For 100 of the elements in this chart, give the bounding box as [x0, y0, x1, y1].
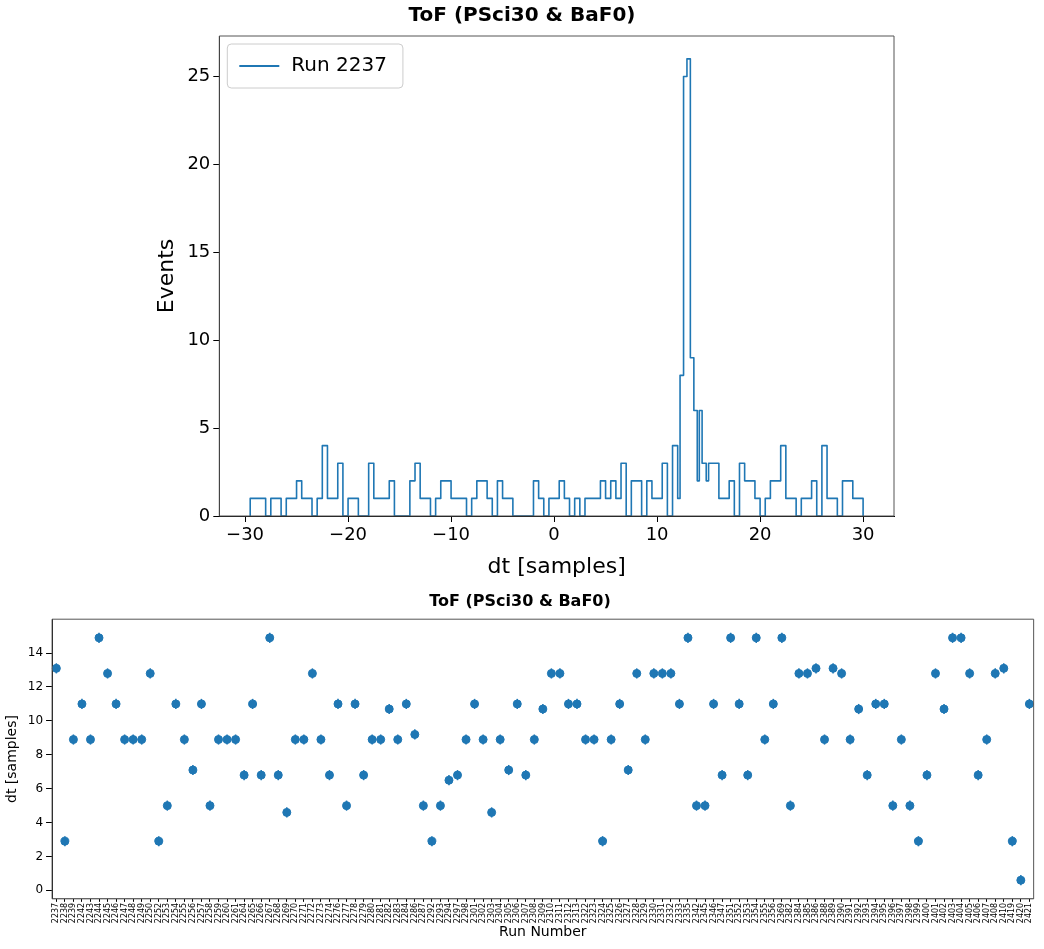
x-tick-label: 2396: [887, 902, 897, 924]
x-tick-label: −30: [226, 523, 265, 545]
y-axis-title: Events: [152, 238, 178, 314]
x-tick-label: 2272: [307, 902, 317, 924]
x-tick-label: 2330: [648, 902, 658, 924]
x-tick-label: 2307: [520, 902, 530, 924]
x-axis-title: Run Number: [499, 923, 587, 940]
x-tick-label: 2245: [102, 902, 112, 924]
x-tick-label: 2369: [776, 902, 786, 924]
x-tick-label: 2390: [836, 902, 846, 924]
x-tick-label: 2292: [426, 902, 436, 924]
x-tick-label: 2282: [384, 902, 394, 924]
y-tick-label: 0: [35, 882, 44, 897]
x-tick-label: 2255: [179, 902, 189, 924]
chart-title: ToF (PSci30 & BaF0): [408, 2, 636, 27]
y-tick-label: 25: [187, 64, 211, 86]
x-tick-label: 2405: [964, 902, 974, 924]
x-tick-label: 2274: [324, 902, 334, 924]
x-tick-label: 2303: [486, 902, 496, 924]
x-tick-label: 2312: [563, 902, 573, 924]
x-tick-label: 2388: [819, 902, 829, 924]
x-tick-label: 2325: [606, 902, 616, 924]
y-axis-title: dt [samples]: [3, 715, 20, 803]
x-tick-label: 2392: [853, 902, 863, 924]
x-tick-label: 20: [748, 523, 772, 545]
x-tick-label: 2342: [691, 902, 701, 924]
x-tick-label: 2351: [725, 902, 735, 924]
x-tick-label: 2311: [555, 902, 565, 924]
x-tick-label: 2253: [162, 902, 172, 924]
x-tick-label: 2397: [896, 902, 906, 924]
x-tick-label: 2385: [802, 902, 812, 924]
x-tick-label: 2259: [213, 902, 223, 924]
x-tick-label: 2410: [998, 902, 1008, 924]
x-tick-label: 2260: [222, 902, 232, 924]
x-tick-label: 2248: [128, 902, 138, 924]
x-tick-label: 2243: [85, 902, 95, 924]
x-tick-label: 2399: [913, 902, 923, 924]
y-tick-label: 2: [35, 848, 44, 863]
x-tick-label: 2389: [828, 902, 838, 924]
x-tick-label: 2277: [341, 902, 351, 924]
x-tick-label: 2273: [316, 902, 326, 924]
x-tick-label: 2306: [512, 902, 522, 924]
x-tick-label: 2327: [623, 902, 633, 924]
x-tick-label: 2268: [273, 902, 283, 924]
x-tick-label: 2276: [333, 902, 343, 924]
x-tick-label: 2261: [230, 902, 240, 924]
x-tick-label: 2309: [537, 902, 547, 924]
x-tick-label: 2283: [392, 902, 402, 924]
x-tick-label: 2267: [264, 902, 274, 924]
x-tick-label: 2391: [845, 902, 855, 924]
x-tick-label: 2239: [68, 902, 78, 924]
x-tick-label: 30: [851, 523, 875, 545]
y-tick-label: 8: [35, 746, 44, 761]
x-tick-label: 2393: [862, 902, 872, 924]
x-tick-label: 2281: [375, 902, 385, 924]
y-tick-label: 14: [27, 645, 44, 660]
x-tick-label: 2394: [870, 902, 880, 924]
y-tick-label: 4: [35, 814, 44, 829]
x-tick-label: 2419: [1007, 902, 1017, 924]
x-tick-label: 2270: [290, 902, 300, 924]
x-tick-label: 2408: [990, 902, 1000, 924]
x-tick-label: 2404: [956, 902, 966, 924]
x-tick-label: 2269: [281, 902, 291, 924]
x-tick-label: −20: [329, 523, 368, 545]
x-tick-label: 2326: [614, 902, 624, 924]
x-tick-label: 2401: [930, 902, 940, 924]
x-tick-label: 2323: [589, 902, 599, 924]
chart-title: ToF (PSci30 & BaF0): [429, 590, 611, 610]
x-tick-label: 2346: [708, 902, 718, 924]
x-tick-label: 2386: [811, 902, 821, 924]
x-tick-label: 2238: [59, 902, 69, 924]
x-tick-label: 2329: [640, 902, 650, 924]
y-tick-label: 15: [187, 239, 211, 261]
x-tick-label: 2271: [298, 902, 308, 924]
x-tick-label: 2266: [256, 902, 266, 924]
x-tick-label: 2310: [546, 902, 556, 924]
x-tick-label: 2398: [904, 902, 914, 924]
x-tick-label: 2403: [947, 902, 957, 924]
legend-label: Run 2237: [291, 52, 387, 77]
x-tick-label: 2297: [452, 902, 462, 924]
x-tick-label: 2237: [51, 902, 61, 924]
x-tick-label: 2265: [247, 902, 257, 924]
x-tick-label: 2421: [1024, 902, 1034, 924]
x-tick-label: 2279: [358, 902, 368, 924]
x-tick-label: 2278: [350, 902, 360, 924]
x-tick-label: 2406: [973, 902, 983, 924]
x-tick-label: 2331: [657, 902, 667, 924]
x-tick-label: 2258: [205, 902, 215, 924]
x-tick-label: 2250: [145, 902, 155, 924]
x-tick-label: 2355: [759, 902, 769, 924]
y-tick-label: 6: [35, 780, 44, 795]
x-tick-label: 2332: [665, 902, 675, 924]
x-tick-label: 2402: [939, 902, 949, 924]
x-tick-label: 2247: [119, 902, 129, 924]
y-tick-label: 12: [27, 679, 44, 694]
x-tick-label: 2254: [170, 902, 180, 924]
x-tick-label: 2328: [631, 902, 641, 924]
x-tick-label: 2287: [418, 902, 428, 924]
x-tick-label: 2347: [717, 902, 727, 924]
x-tick-label: 2301: [469, 902, 479, 924]
